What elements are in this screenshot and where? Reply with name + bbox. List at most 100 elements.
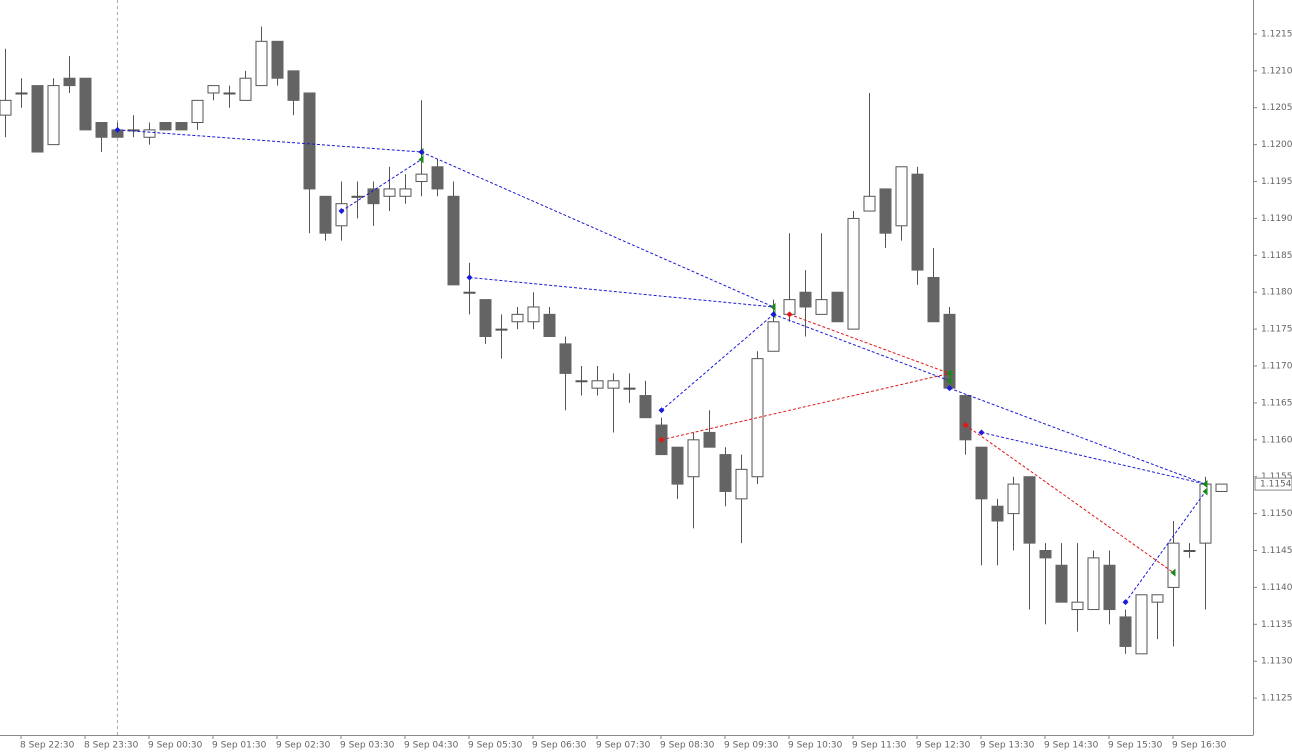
y-tick-label: 1.1200 <box>1261 140 1292 150</box>
candle-body <box>351 195 364 198</box>
x-tick-label: 9 Sep 09:30 <box>724 741 779 751</box>
candle-body <box>271 40 284 79</box>
candle-body <box>1023 476 1036 544</box>
candle-body <box>15 92 28 95</box>
candle-body <box>815 299 828 315</box>
x-tick-label: 9 Sep 00:30 <box>148 741 203 751</box>
candle-body <box>495 328 508 331</box>
candle-body <box>959 395 972 441</box>
trade-close-marker <box>946 369 952 378</box>
candle-body <box>1039 550 1052 559</box>
candle-body <box>431 166 444 190</box>
trade-line <box>661 372 950 441</box>
x-tick-label: 9 Sep 08:30 <box>660 741 715 751</box>
trade-line <box>341 158 422 212</box>
candle-body <box>623 387 636 390</box>
y-tick-label: 1.1190 <box>1261 214 1292 224</box>
candle-body <box>255 40 268 87</box>
candle-body <box>1071 601 1084 611</box>
y-tick-label: 1.1125 <box>1261 694 1292 704</box>
candle-body <box>367 188 380 205</box>
x-tick-label: 9 Sep 16:30 <box>1172 741 1227 751</box>
candle-body <box>735 468 748 500</box>
trade-line <box>469 276 774 308</box>
x-tick-label: 9 Sep 15:30 <box>1108 741 1163 751</box>
candle-body <box>335 203 348 227</box>
candle-body <box>703 431 716 448</box>
candle-body <box>527 306 540 323</box>
candle-body <box>63 77 76 87</box>
candle-body <box>1119 616 1132 647</box>
x-tick-label: 9 Sep 03:30 <box>340 741 395 751</box>
candle-body <box>687 439 700 478</box>
candle-body <box>863 195 876 212</box>
candle-body <box>767 321 780 352</box>
x-tick-label: 9 Sep 01:30 <box>212 741 267 751</box>
trade-open-marker <box>418 149 425 156</box>
candle-body <box>319 195 332 234</box>
candle-body <box>511 313 524 323</box>
trade-open-marker <box>962 422 969 429</box>
y-tick-label: 1.1170 <box>1261 362 1292 372</box>
y-tick-label: 1.1160 <box>1261 435 1292 445</box>
y-tick-label: 1.1195 <box>1261 177 1292 187</box>
candle-body <box>399 188 412 197</box>
candle-body <box>719 454 732 492</box>
trade-close-marker <box>770 302 776 311</box>
candle-body <box>879 188 892 234</box>
candle-body <box>671 446 684 485</box>
candle-body <box>943 313 956 389</box>
y-tick-label: 1.1215 <box>1261 29 1292 39</box>
x-tick-label: 9 Sep 06:30 <box>532 741 587 751</box>
candle-body <box>559 343 572 374</box>
trade-close-marker <box>1202 480 1208 489</box>
candle-body <box>1215 483 1228 492</box>
trade-open-marker <box>786 311 793 318</box>
trade-open-marker <box>1122 599 1129 606</box>
trade-close-marker <box>1170 568 1176 577</box>
candle-body <box>1087 557 1100 611</box>
candle-body <box>303 92 316 190</box>
trade-open-marker <box>338 208 345 215</box>
trade-close-marker <box>1202 487 1208 496</box>
candle-body <box>207 85 220 94</box>
candle-body <box>911 173 924 271</box>
candle-body <box>543 313 556 338</box>
x-tick-label: 9 Sep 12:30 <box>916 741 971 751</box>
candle-body <box>927 276 940 323</box>
y-tick-label: 1.1205 <box>1261 103 1292 113</box>
trade-open-marker <box>114 126 121 133</box>
candle-body <box>239 77 252 101</box>
candle-body <box>1167 542 1180 588</box>
x-tick-label: 9 Sep 13:30 <box>980 741 1035 751</box>
candle-body <box>799 291 812 308</box>
y-tick-label: 1.1175 <box>1261 325 1292 335</box>
trade-open-marker <box>978 429 985 436</box>
candle-body <box>1007 483 1020 515</box>
candle-body <box>191 99 204 123</box>
candle-body <box>31 85 44 153</box>
candle-body <box>415 173 428 183</box>
candle-body <box>95 122 108 138</box>
last-price-label: 1.1154 <box>1260 480 1292 490</box>
y-tick-label: 1.1180 <box>1261 288 1292 298</box>
trade-close-marker <box>418 155 424 164</box>
candle-body <box>1055 564 1068 603</box>
trade-open-marker <box>658 436 665 443</box>
trade-line <box>1125 491 1206 603</box>
candle-body <box>1183 550 1196 553</box>
trade-line <box>661 313 774 411</box>
x-tick-label: 8 Sep 22:30 <box>20 741 75 751</box>
trade-open-marker <box>946 385 953 392</box>
trade-line <box>789 313 950 374</box>
x-tick-label: 9 Sep 05:30 <box>468 741 523 751</box>
candle-body <box>975 446 988 500</box>
y-tick-label: 1.1140 <box>1261 583 1292 593</box>
trade-line <box>981 431 1206 485</box>
x-tick-label: 9 Sep 11:30 <box>852 741 907 751</box>
candle-body <box>463 291 476 294</box>
candle-body <box>847 217 860 330</box>
x-tick-label: 9 Sep 10:30 <box>788 741 843 751</box>
candle-body <box>0 99 12 116</box>
